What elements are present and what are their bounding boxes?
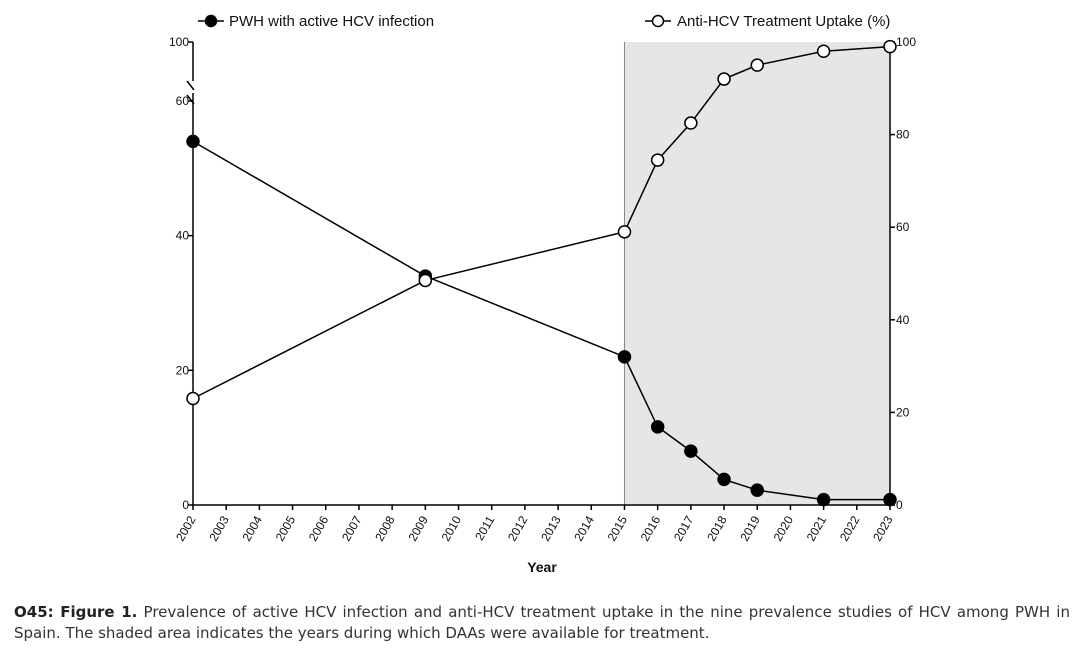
data-point-treatment-uptake: [684, 116, 698, 130]
data-point-treatment-uptake: [883, 39, 897, 54]
x-tick-label: 2010: [439, 513, 465, 543]
legend-marker-filled-circle-icon: [204, 14, 218, 28]
x-tick-label: 2016: [638, 513, 664, 543]
data-point-pwh: [617, 350, 632, 364]
figure-caption: O45: Figure 1. Prevalence of active HCV …: [14, 602, 1070, 644]
x-tick-label: 2020: [771, 513, 797, 543]
legend-marker-open-circle-icon: [651, 14, 665, 28]
data-point-treatment-uptake: [816, 44, 831, 59]
x-tick-label: 2015: [605, 513, 631, 543]
left-tick-label: 40: [176, 229, 190, 243]
data-point-pwh: [684, 444, 698, 458]
axis-break-mark: [186, 80, 195, 91]
data-point-treatment-uptake: [650, 153, 665, 167]
data-point-pwh: [883, 492, 897, 507]
x-tick-label: 2006: [306, 513, 332, 543]
axis-break-mark: [186, 94, 195, 105]
caption-text: Prevalence of active HCV infection and a…: [14, 603, 1070, 642]
chart: 2002 2003 2004 2005 2006 2007 2008 2009 2010 2011…: [169, 13, 916, 575]
x-tick-label: 2023: [870, 513, 896, 543]
x-tick-label: 2007: [339, 513, 365, 543]
x-tick-label: 2011: [472, 513, 497, 543]
legend-label-pwh: PWH with active HCV infection: [229, 13, 434, 30]
data-point-pwh: [750, 483, 764, 497]
legend-item-treatment-uptake: Anti-HCV Treatment Uptake (%): [645, 13, 890, 30]
legend: PWH with active HCV infection Anti-HCV T…: [198, 13, 890, 30]
x-tick-label: 2004: [240, 513, 266, 543]
daa-availability-shaded-region: [624, 42, 890, 505]
x-tick-label: 2009: [405, 513, 431, 543]
left-tick-label: 0: [182, 498, 189, 512]
left-tick-label: 100: [169, 35, 189, 49]
x-axis-title: Year: [527, 559, 557, 575]
x-tick-label: 2005: [273, 513, 299, 543]
legend-item-pwh: PWH with active HCV infection: [198, 13, 434, 30]
data-point-pwh: [717, 472, 731, 487]
data-point-pwh: [186, 134, 200, 149]
data-point-pwh: [650, 420, 665, 434]
right-tick-label: 80: [896, 128, 910, 142]
x-tick-label: 2017: [671, 513, 697, 543]
x-tick-label: 2008: [372, 513, 398, 543]
data-point-treatment-uptake: [186, 391, 200, 406]
right-tick-label: 20: [896, 405, 910, 419]
x-tick-label: 2022: [837, 513, 863, 543]
right-tick-label: 40: [896, 313, 910, 327]
right-tick-label: 60: [896, 220, 910, 234]
x-tick-label: 2014: [571, 513, 597, 543]
right-tick-label: 100: [896, 35, 916, 49]
left-tick-label: 60: [176, 94, 190, 108]
x-tick-label: 2013: [538, 513, 564, 543]
legend-label-treatment-uptake: Anti-HCV Treatment Uptake (%): [677, 13, 890, 30]
x-tick-label: 2012: [505, 513, 531, 543]
x-tick-label: 2002: [173, 513, 199, 543]
x-tick-label: 2021: [804, 513, 830, 543]
data-point-treatment-uptake: [750, 58, 764, 72]
data-point-pwh: [816, 492, 831, 507]
x-tick-label: 2019: [737, 513, 763, 543]
x-tick-label: 2003: [206, 513, 232, 543]
caption-label: O45: Figure 1.: [14, 603, 138, 621]
data-point-treatment-uptake: [717, 72, 731, 86]
data-point-treatment-uptake: [418, 273, 433, 288]
right-tick-label: 0: [896, 498, 903, 512]
x-tick-label: 2018: [704, 513, 730, 543]
left-tick-label: 20: [176, 363, 190, 377]
data-point-treatment-uptake: [617, 225, 632, 239]
